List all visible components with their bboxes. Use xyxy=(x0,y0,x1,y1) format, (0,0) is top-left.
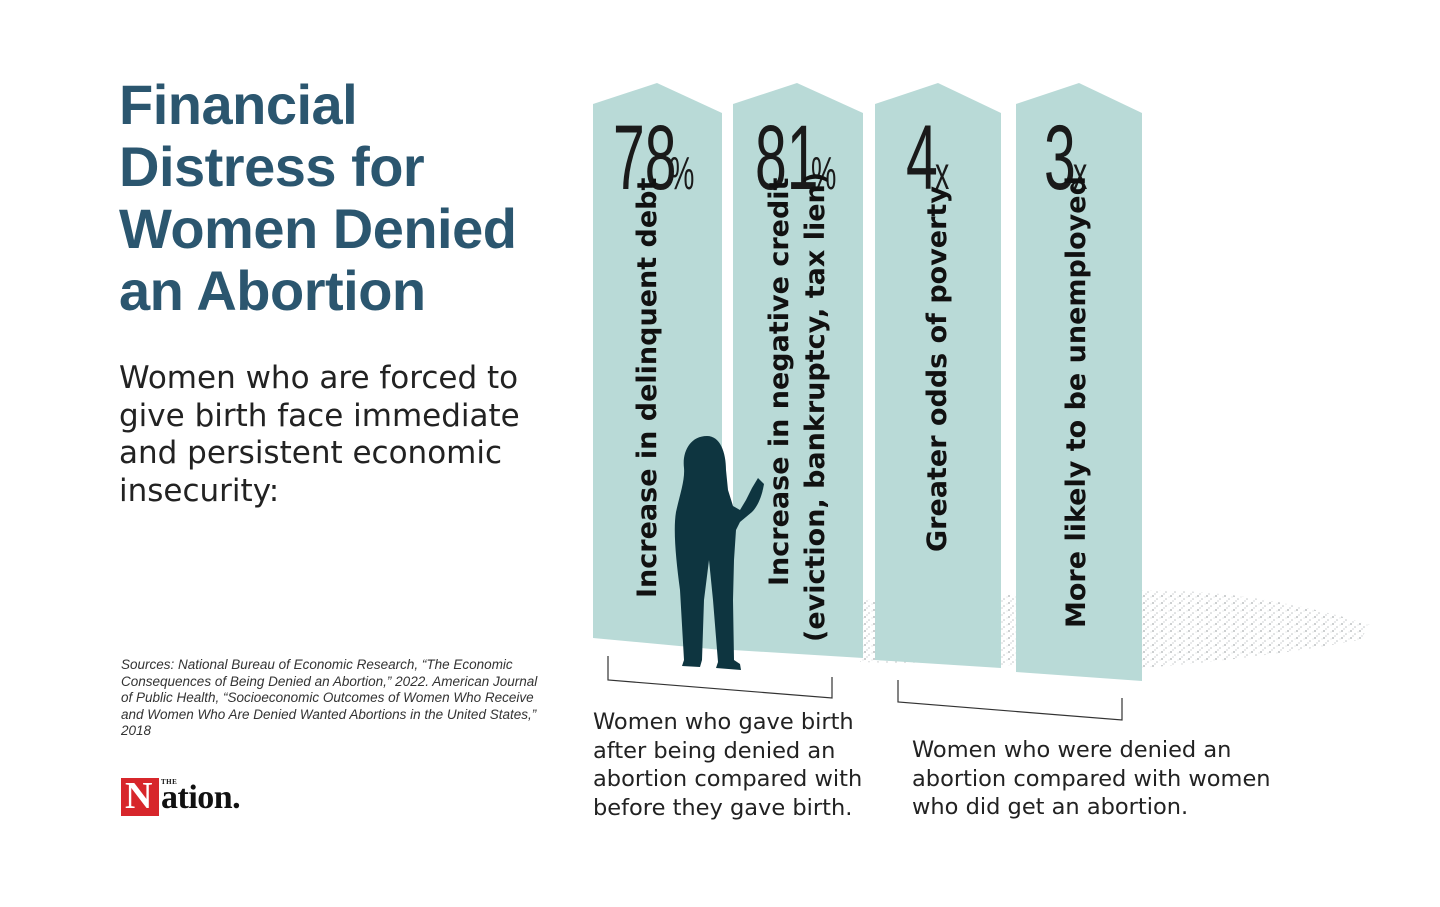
stat-1-value: 78% xyxy=(613,107,695,209)
stat-4-label: More likely to be unemployed xyxy=(1061,176,1092,628)
the-nation-logo: N THE ation. xyxy=(121,776,261,816)
stat-1-label: Increase in delinquent debt xyxy=(632,177,663,598)
banner-2 xyxy=(733,83,863,658)
banner-3 xyxy=(875,83,1001,668)
stat-2-sublabel: (eviction, bankruptcy, tax lien) xyxy=(800,171,831,642)
note-right: Women who were denied an abortion compar… xyxy=(912,737,1271,820)
page-title: Financial Distress for Women Denied an A… xyxy=(119,73,517,322)
woman-silhouette xyxy=(674,436,764,670)
logo-the: THE xyxy=(161,778,178,786)
stat-2-label: Increase in negative credit xyxy=(764,177,795,586)
banner-4 xyxy=(1016,83,1142,681)
page-subtitle: Women who are forced to give birth face … xyxy=(119,360,520,509)
logo-wordmark: ation. xyxy=(161,779,241,816)
note-left: Women who gave birth after being denied … xyxy=(593,709,863,821)
logo-n-box: N xyxy=(121,776,159,816)
stat-2-value: 81% xyxy=(755,107,837,209)
stat-3-label: Greater odds of poverty xyxy=(922,186,953,552)
bracket-left xyxy=(607,656,833,699)
bracket-right xyxy=(897,680,1123,721)
sources-note: Sources: National Bureau of Economic Res… xyxy=(121,657,538,738)
